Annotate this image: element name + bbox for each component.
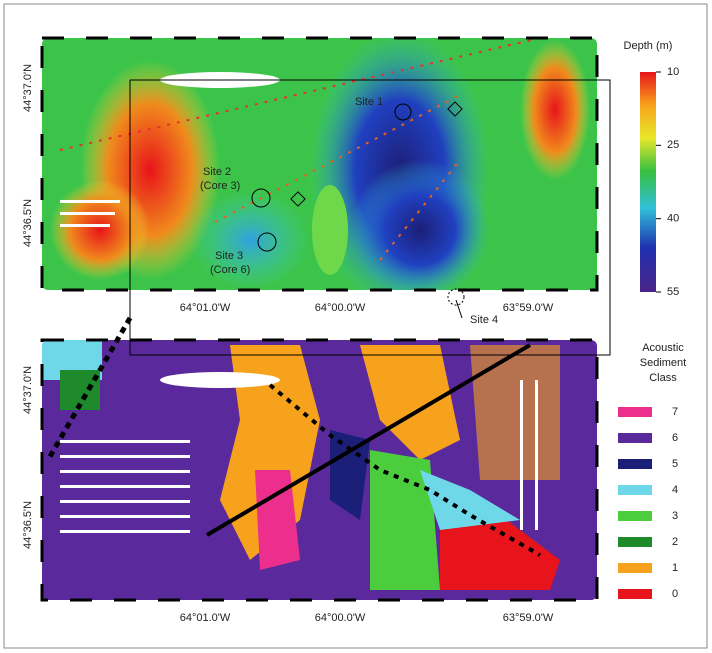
colorbar-tick-label: 55 <box>667 286 679 298</box>
x-coord-label: 64°01.0'W <box>180 612 231 624</box>
legend-label: 0 <box>672 588 678 600</box>
colorbar-title: Depth (m) <box>624 40 673 52</box>
legend-label: 4 <box>672 484 678 496</box>
legend-swatch <box>618 563 652 573</box>
legend-swatch <box>618 589 652 599</box>
site-label: (Core 6) <box>210 264 250 276</box>
legend-swatch <box>618 433 652 443</box>
legend-label: 3 <box>672 510 678 522</box>
legend-title: Class <box>649 372 677 384</box>
legend-label: 1 <box>672 562 678 574</box>
legend-label: 6 <box>672 432 678 444</box>
site-label: Site 1 <box>355 96 383 108</box>
legend-title: Sediment <box>640 357 686 369</box>
y-coord-label: 44°36.5'N <box>22 199 34 247</box>
legend-swatch <box>618 537 652 547</box>
site-label: Site 4 <box>470 314 498 326</box>
legend-label: 5 <box>672 458 678 470</box>
site-label: (Core 3) <box>200 180 240 192</box>
legend-swatch <box>618 459 652 469</box>
y-coord-label: 44°36.5'N <box>22 501 34 549</box>
legend-label: 7 <box>672 406 678 418</box>
x-coord-label: 63°59.0'W <box>503 302 554 314</box>
colorbar-tick-label: 25 <box>667 139 679 151</box>
legend-title: Acoustic <box>642 342 684 354</box>
x-coord-label: 64°00.0'W <box>315 612 366 624</box>
legend-swatch <box>618 485 652 495</box>
site-label: Site 2 <box>203 166 231 178</box>
site-label: Site 3 <box>215 250 243 262</box>
x-coord-label: 64°01.0'W <box>180 302 231 314</box>
colorbar-tick-label: 10 <box>667 66 679 78</box>
figure: Site 1 Site 2 (Core 3) Site 3 (Core 6) S… <box>0 0 712 653</box>
colorbar-tick-label: 40 <box>667 213 679 225</box>
y-coord-label: 44°37.0'N <box>22 64 34 112</box>
x-coord-label: 63°59.0'W <box>503 612 554 624</box>
colorbar <box>640 72 656 292</box>
x-coord-label: 64°00.0'W <box>315 302 366 314</box>
legend-swatch <box>618 511 652 521</box>
y-coord-label: 44°37.0'N <box>22 366 34 414</box>
legend-swatch <box>618 407 652 417</box>
legend-label: 2 <box>672 536 678 548</box>
bathymetry-map <box>42 30 597 310</box>
